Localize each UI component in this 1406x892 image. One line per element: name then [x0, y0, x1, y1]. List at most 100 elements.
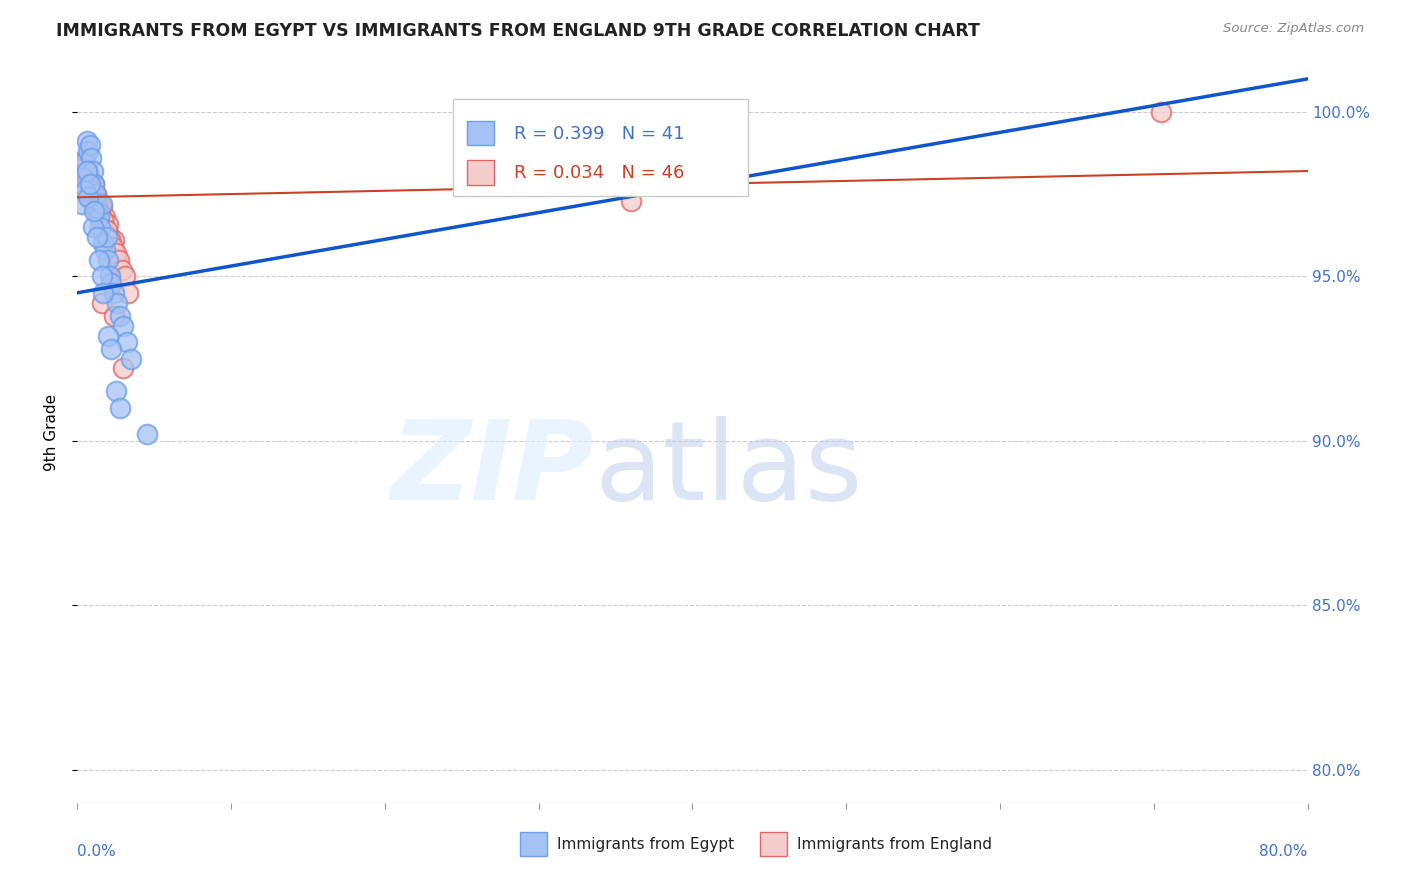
Point: [82, 194, 104, 208]
Point: [93, 219, 115, 234]
Text: R = 0.399   N = 41: R = 0.399 N = 41: [515, 125, 685, 144]
Point: [135, 427, 157, 442]
Point: [80, 151, 103, 165]
Point: [93, 213, 115, 227]
FancyBboxPatch shape: [761, 832, 787, 856]
Point: [104, 250, 127, 264]
Point: [86, 197, 108, 211]
Point: [108, 252, 131, 267]
Point: [84, 187, 107, 202]
Text: Immigrants from Egypt: Immigrants from Egypt: [557, 837, 734, 852]
Point: [120, 351, 142, 366]
Point: [79, 190, 101, 204]
Point: [72, 170, 94, 185]
Point: [1150, 104, 1173, 119]
Point: [82, 219, 104, 234]
FancyBboxPatch shape: [467, 121, 495, 145]
Point: [70, 197, 93, 211]
Point: [86, 230, 108, 244]
Point: [90, 200, 114, 214]
Point: [100, 236, 122, 251]
Point: [76, 135, 98, 149]
Point: [112, 318, 135, 333]
Point: [73, 184, 96, 198]
Point: [83, 203, 105, 218]
Point: [77, 190, 100, 204]
Point: [89, 219, 111, 234]
Point: [115, 335, 138, 350]
Point: [77, 170, 100, 185]
Point: [97, 217, 120, 231]
FancyBboxPatch shape: [520, 832, 547, 856]
FancyBboxPatch shape: [467, 161, 495, 185]
Point: [73, 154, 96, 169]
Point: [79, 177, 101, 191]
Text: Source: ZipAtlas.com: Source: ZipAtlas.com: [1223, 22, 1364, 36]
FancyBboxPatch shape: [453, 99, 748, 195]
Text: Immigrants from England: Immigrants from England: [797, 837, 993, 852]
Y-axis label: 9th Grade: 9th Grade: [44, 394, 59, 471]
Point: [72, 170, 94, 185]
Point: [83, 177, 105, 191]
Point: [117, 285, 139, 300]
Point: [76, 164, 98, 178]
Text: atlas: atlas: [595, 417, 862, 523]
Point: [100, 276, 122, 290]
Point: [96, 230, 118, 244]
Point: [96, 223, 118, 237]
Point: [86, 203, 108, 218]
Point: [90, 197, 114, 211]
Point: [97, 252, 120, 267]
Point: [103, 309, 125, 323]
Point: [82, 164, 104, 178]
Point: [96, 227, 118, 241]
Point: [73, 177, 96, 191]
Point: [83, 177, 105, 191]
Point: [110, 401, 132, 415]
Point: [94, 210, 117, 224]
Point: [101, 243, 124, 257]
Point: [112, 361, 135, 376]
Point: [80, 184, 103, 198]
Point: [77, 167, 100, 181]
Point: [90, 295, 114, 310]
Text: 80.0%: 80.0%: [1260, 844, 1308, 858]
Point: [87, 210, 110, 224]
Point: [620, 194, 643, 208]
Point: [94, 243, 117, 257]
Point: [103, 285, 125, 300]
Point: [89, 207, 111, 221]
Point: [80, 174, 103, 188]
Text: ZIP: ZIP: [391, 417, 595, 523]
Point: [69, 164, 91, 178]
Point: [105, 256, 128, 270]
Point: [90, 269, 114, 284]
Point: [103, 233, 125, 247]
Point: [97, 328, 120, 343]
Text: IMMIGRANTS FROM EGYPT VS IMMIGRANTS FROM ENGLAND 9TH GRADE CORRELATION CHART: IMMIGRANTS FROM EGYPT VS IMMIGRANTS FROM…: [56, 22, 980, 40]
Point: [104, 246, 127, 260]
Point: [98, 230, 121, 244]
Point: [70, 161, 93, 175]
Point: [93, 285, 115, 300]
Point: [101, 240, 124, 254]
Point: [111, 262, 134, 277]
Text: R = 0.034   N = 46: R = 0.034 N = 46: [515, 164, 685, 183]
Point: [98, 269, 121, 284]
Point: [89, 210, 111, 224]
Point: [114, 269, 136, 284]
Point: [77, 145, 100, 159]
Point: [86, 200, 108, 214]
Point: [73, 180, 96, 194]
Point: [93, 236, 115, 251]
Point: [84, 187, 107, 202]
Point: [83, 187, 105, 202]
Point: [76, 184, 98, 198]
Point: [87, 252, 110, 267]
Point: [100, 342, 122, 356]
Text: 0.0%: 0.0%: [77, 844, 117, 858]
Point: [70, 154, 93, 169]
Point: [105, 295, 128, 310]
Point: [98, 233, 121, 247]
Point: [87, 203, 110, 218]
